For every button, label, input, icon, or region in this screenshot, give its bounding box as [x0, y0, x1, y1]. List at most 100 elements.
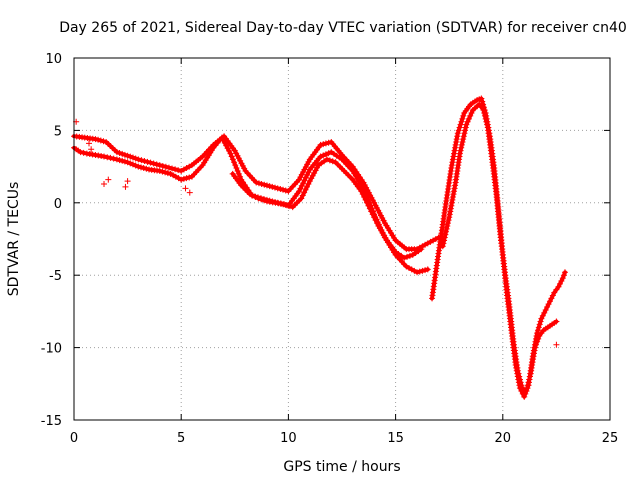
data-point-marker: [305, 180, 312, 187]
data-point-marker: [101, 153, 108, 160]
data-point-marker: [246, 191, 253, 198]
data-point-marker: [453, 138, 460, 145]
data-point-marker: [156, 167, 163, 174]
series-arc-c: [229, 156, 425, 261]
data-point-marker: [539, 312, 546, 319]
y-tick-label: -5: [49, 269, 62, 284]
data-point-marker: [164, 170, 171, 177]
data-point-marker: [444, 222, 451, 229]
data-point-marker: [296, 188, 303, 195]
data-point-marker: [362, 196, 369, 203]
data-point-marker: [107, 154, 114, 161]
data-point-marker: [227, 150, 234, 157]
data-point-marker: [80, 149, 87, 156]
data-point-marker: [100, 138, 107, 145]
data-point-marker: [129, 161, 136, 168]
data-point-marker: [483, 118, 490, 125]
data-point-marker: [450, 191, 457, 198]
data-point-marker: [178, 176, 185, 183]
data-point-marker: [150, 160, 157, 167]
data-point-marker: [237, 173, 244, 180]
data-point-marker: [449, 194, 456, 201]
data-point-marker: [411, 267, 418, 274]
data-point-marker: [556, 280, 563, 287]
data-point-marker: [521, 393, 528, 400]
data-point-marker: [105, 176, 112, 183]
data-point-marker: [455, 127, 462, 134]
data-point-marker: [162, 163, 169, 170]
data-point-marker: [303, 183, 310, 190]
data-point-marker: [182, 185, 189, 192]
data-point-marker: [229, 156, 236, 163]
data-point-marker: [169, 165, 176, 172]
y-tick-label: -10: [41, 342, 62, 357]
data-point-marker: [459, 115, 466, 122]
data-point-marker: [456, 150, 463, 157]
data-point-marker: [376, 209, 383, 216]
data-point-marker: [119, 150, 126, 157]
data-point-marker: [424, 266, 431, 273]
data-point-marker: [121, 151, 128, 158]
data-point-marker: [241, 165, 248, 172]
data-point-marker: [430, 237, 437, 244]
data-point-marker: [460, 136, 467, 143]
data-point-marker: [458, 144, 465, 151]
data-point-marker: [452, 182, 459, 189]
data-point-marker: [364, 199, 371, 206]
data-point-marker: [444, 220, 451, 227]
data-point-marker: [233, 150, 240, 157]
data-point-marker: [129, 154, 136, 161]
series-arc-d: [429, 95, 568, 400]
data-point-marker: [175, 175, 182, 182]
y-axis-label: SDTVAR / TECUs: [6, 182, 22, 297]
series-arc-e: [439, 101, 560, 395]
data-point-marker: [535, 324, 542, 331]
data-point-marker: [302, 174, 309, 181]
data-point-marker: [369, 211, 376, 218]
chart-title: Day 265 of 2021, Sidereal Day-to-day VTE…: [59, 20, 627, 36]
data-point-marker: [113, 156, 120, 163]
data-point-marker: [274, 185, 281, 192]
data-point-marker: [226, 147, 233, 154]
data-point-marker: [462, 127, 469, 134]
data-point-marker: [329, 158, 336, 165]
data-point-marker: [141, 158, 148, 165]
data-point-marker: [113, 149, 120, 156]
data-point-marker: [282, 187, 289, 194]
data-point-marker: [232, 162, 239, 169]
data-point-marker: [233, 165, 240, 172]
data-point-marker: [132, 162, 139, 169]
data-point-marker: [424, 240, 431, 247]
data-point-marker: [363, 184, 370, 191]
data-point-marker: [523, 388, 530, 395]
data-point-marker: [116, 150, 123, 157]
data-point-marker: [482, 115, 489, 122]
data-point-marker: [479, 98, 486, 105]
data-point-marker: [180, 175, 187, 182]
data-point-marker: [304, 171, 311, 178]
data-point-marker: [317, 153, 324, 160]
data-point-marker: [380, 217, 387, 224]
data-point-marker: [97, 137, 104, 144]
data-point-marker: [231, 147, 238, 154]
data-point-marker: [541, 309, 548, 316]
data-point-marker: [368, 208, 375, 215]
data-point-marker: [300, 169, 307, 176]
data-point-marker: [553, 341, 560, 348]
data-point-marker: [162, 169, 169, 176]
data-point-marker: [266, 183, 273, 190]
axis-ticks: 0 5 10 15 20 25 -15 -10 -5 0 5 10: [41, 52, 619, 446]
data-point-marker: [451, 185, 458, 192]
data-point-marker: [258, 180, 265, 187]
data-point-marker: [459, 138, 466, 145]
data-point-marker: [178, 167, 185, 174]
data-point-marker: [138, 157, 145, 164]
data-point-marker: [478, 95, 485, 102]
data-point-marker: [317, 141, 324, 148]
data-point-marker: [261, 181, 268, 188]
data-point-marker: [235, 170, 242, 177]
data-point-marker: [298, 195, 305, 202]
data-point-marker: [309, 172, 316, 179]
data-point-marker: [465, 115, 472, 122]
data-point-marker: [311, 170, 318, 177]
